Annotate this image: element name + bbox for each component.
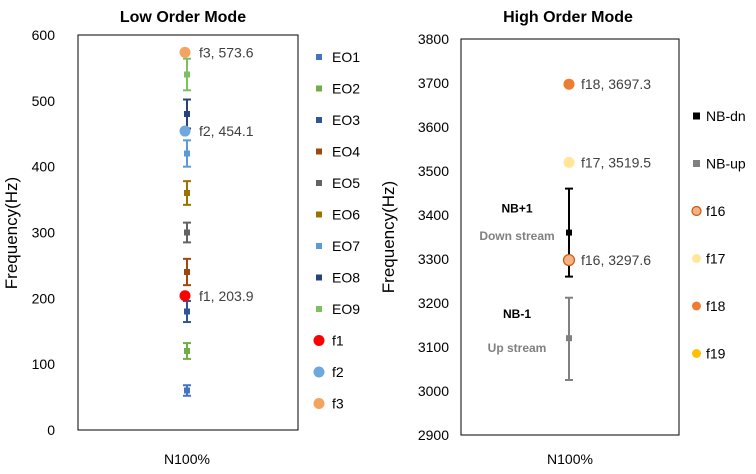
left-legend-marker-eo3: [316, 117, 322, 123]
right-legend-marker-nb-dn: [693, 112, 700, 120]
left-chart: Low Order Mode Frequency(Hz) N100% 0 100 2…: [2, 9, 360, 467]
left-eo7-marker: [184, 150, 190, 157]
right-legend-label-f19: f19: [706, 346, 726, 362]
right-annotation-3: Up stream: [488, 341, 547, 355]
left-y-tick-label: 600: [32, 27, 56, 43]
left-legend-label-f1: f1: [332, 333, 344, 349]
right-y-tick-label: 3200: [418, 295, 449, 311]
left-y-tick-label: 500: [32, 93, 56, 109]
left-chart-title: Low Order Mode: [120, 9, 246, 26]
right-chart-title: High Order Mode: [503, 9, 633, 26]
left-y-tick-label: 200: [32, 290, 56, 306]
left-point-f2: [179, 125, 191, 137]
left-eo5-marker: [184, 229, 190, 236]
right-legend-label-nb-up: NB-up: [706, 156, 746, 172]
right-point-f17: [563, 156, 575, 168]
left-legend-marker-f3: [313, 398, 325, 409]
left-legend-marker-eo1: [316, 54, 322, 60]
left-legend-marker-eo6: [316, 211, 322, 218]
left-y-tick-label: 0: [47, 422, 55, 438]
left-legend-marker-eo2: [316, 85, 322, 92]
right-point-label-f16: f16, 3297.6: [581, 252, 651, 268]
left-y-tick-label: 300: [32, 225, 56, 241]
right-legend-label-f16: f16: [706, 203, 726, 219]
right-y-tick-label: 3400: [418, 207, 449, 223]
left-legend-label-eo9: EO9: [332, 301, 360, 317]
left-legend-label-eo2: EO2: [332, 81, 360, 97]
left-point-label-f3: f3, 573.6: [199, 44, 254, 60]
right-plot-area: [460, 38, 680, 436]
right-point-label-f18: f18, 3697.3: [581, 76, 651, 92]
left-plot-area: [77, 34, 299, 431]
right-point-f16: [562, 253, 576, 267]
left-point-label-f2: f2, 454.1: [199, 123, 254, 139]
left-legend-marker-f1: [313, 335, 325, 346]
left-eo9-marker: [184, 71, 190, 78]
right-y-tick-label: 3700: [418, 75, 449, 91]
right-x-tick-label: N100%: [547, 451, 593, 467]
left-legend-label-eo8: EO8: [332, 270, 360, 286]
left-legend-label-eo3: EO3: [332, 112, 360, 128]
right-nb-up-marker: [566, 335, 572, 342]
right-legend-marker-f16: [691, 205, 702, 217]
right-y-tick-label: 3000: [418, 383, 449, 399]
right-legend-label-f17: f17: [706, 251, 726, 267]
right-point-label-f17: f17, 3519.5: [581, 154, 651, 170]
left-legend-label-f2: f2: [332, 364, 344, 380]
right-legend-marker-nb-up: [693, 160, 700, 167]
left-eo8-marker: [184, 111, 190, 117]
left-eo6-marker: [184, 190, 190, 196]
right-legend-marker-f17: [692, 254, 701, 263]
right-annotation-2: NB-1: [503, 307, 531, 321]
left-eo1-marker: [184, 387, 190, 394]
right-y-tick-label: 3600: [418, 119, 449, 135]
left-legend-label-eo7: EO7: [332, 238, 360, 254]
left-y-axis-label: Frequency(Hz): [2, 177, 21, 289]
left-legend-marker-f2: [313, 366, 325, 378]
left-legend-marker-eo7: [316, 243, 322, 249]
left-eo4-marker: [184, 269, 190, 275]
left-eo3-marker: [184, 308, 190, 315]
right-legend-label-nb-dn: NB-dn: [706, 108, 746, 124]
left-point-f1: [179, 290, 191, 302]
left-legend-marker-eo8: [316, 274, 322, 281]
left-legend-label-eo6: EO6: [332, 207, 360, 223]
right-y-axis-label: Frequency(Hz): [379, 181, 398, 293]
left-legend-marker-eo4: [316, 148, 322, 155]
right-y-tick-label: 2900: [418, 427, 449, 443]
left-eo2-marker: [184, 348, 190, 354]
left-legend-label-eo4: EO4: [332, 144, 360, 160]
right-annotation-0: NB+1: [501, 201, 532, 215]
left-legend-label-f3: f3: [332, 396, 344, 412]
right-legend-marker-f19: [692, 349, 701, 358]
left-x-tick-label: N100%: [164, 451, 210, 467]
left-y-tick-label: 400: [32, 159, 56, 175]
right-point-f18: [563, 78, 575, 90]
left-legend-marker-eo5: [316, 180, 322, 186]
left-point-f3: [179, 46, 191, 58]
right-annotation-1: Down stream: [479, 229, 554, 243]
right-y-tick-label: 3800: [418, 31, 449, 47]
left-point-label-f1: f1, 203.9: [199, 288, 254, 304]
right-legend-marker-f18: [692, 301, 701, 311]
left-legend-label-eo5: EO5: [332, 175, 360, 191]
right-legend-label-f18: f18: [706, 298, 726, 314]
right-nb-dn-marker: [566, 229, 572, 236]
right-y-tick-label: 3500: [418, 163, 449, 179]
left-legend-marker-eo9: [316, 306, 322, 312]
left-legend-label-eo1: EO1: [332, 49, 360, 65]
right-chart: High Order Mode Frequency(Hz) N100% 2900…: [379, 9, 746, 467]
right-y-tick-label: 3300: [418, 251, 449, 267]
left-y-tick-label: 100: [32, 356, 56, 372]
right-y-tick-label: 3100: [418, 339, 449, 355]
